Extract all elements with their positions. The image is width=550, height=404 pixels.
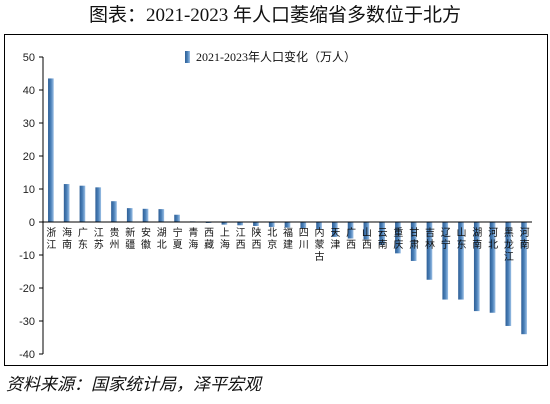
x-tick-label: 福建: [283, 226, 293, 251]
x-tick-label: 贵州: [109, 226, 119, 251]
x-tick-label: 天津: [330, 228, 340, 251]
bar: [379, 222, 385, 246]
y-tick-label: -40: [19, 349, 35, 361]
bar: [300, 222, 307, 229]
y-tick-label: 0: [29, 217, 35, 229]
bar: [395, 222, 401, 254]
y-tick-label: 30: [23, 118, 35, 130]
bar: [473, 222, 480, 312]
x-tick-label: 西藏: [204, 228, 214, 251]
x-tick-label: 重庆: [393, 226, 403, 251]
y-tick-label: 20: [23, 151, 35, 163]
x-tick-label: 内蒙古: [315, 226, 325, 263]
bar: [237, 222, 244, 226]
x-tick-label: 河南: [520, 227, 530, 251]
x-tick-label: 河北: [488, 227, 498, 251]
x-tick-label: 四川: [299, 228, 309, 251]
x-tick-label: 山东: [457, 227, 467, 251]
bar: [48, 78, 54, 222]
bar: [111, 201, 117, 222]
x-tick-label: 北京: [267, 227, 277, 251]
y-tick-label: 40: [23, 85, 35, 97]
bar: [316, 222, 322, 230]
bar: [253, 222, 259, 226]
bar: [426, 222, 433, 280]
chart-title: 图表：2021-2023 年人口萎缩省多数位于北方: [88, 5, 462, 26]
y-tick-label: -20: [19, 283, 35, 295]
bar: [489, 222, 496, 313]
bar: [410, 222, 417, 261]
bar: [79, 185, 86, 222]
x-tick-label: 新疆: [125, 226, 135, 251]
x-tick-label: 湖南: [472, 227, 482, 251]
bar: [142, 208, 149, 222]
bar: [126, 208, 133, 222]
x-tick-label: 黑龙江: [504, 227, 514, 263]
bar: [521, 222, 527, 335]
x-tick-label: 江西: [236, 227, 246, 251]
legend-swatch: [185, 51, 190, 63]
x-tick-label: 陕西: [251, 226, 261, 251]
source-note: 资料来源：国家统计局，泽平宏观: [6, 375, 261, 394]
bar: [442, 222, 449, 300]
y-tick-label: -30: [19, 316, 35, 328]
x-tick-label: 云南: [378, 228, 388, 251]
bar: [331, 222, 338, 237]
bar: [221, 222, 228, 225]
x-tick-label: 广西: [346, 227, 356, 251]
y-tick-label: 50: [23, 52, 35, 64]
x-tick-label: 甘肃: [409, 226, 419, 251]
x-tick-label: 上海: [220, 227, 230, 251]
x-tick-label: 江苏: [94, 227, 104, 251]
chart-frame: [4, 34, 548, 366]
x-tick-label: 湖北: [157, 227, 167, 251]
bar: [505, 222, 512, 326]
bar: [95, 187, 102, 222]
x-tick-label: 广东: [78, 227, 88, 251]
x-tick-label: 青海: [188, 226, 198, 251]
bar: [458, 222, 464, 300]
bar: [268, 222, 275, 227]
bar: [174, 214, 180, 222]
bar: [158, 209, 165, 222]
x-tick-label: 吉林: [425, 227, 435, 251]
x-tick-label: 安徽: [141, 226, 151, 251]
bar: [63, 184, 70, 222]
x-tick-label: 辽宁: [441, 227, 451, 251]
bar: [363, 222, 370, 240]
bar: [347, 222, 354, 239]
y-tick-label: -10: [19, 250, 35, 262]
x-tick-label: 宁夏: [173, 226, 183, 251]
bar: [284, 222, 291, 228]
y-tick-label: 10: [23, 184, 35, 196]
legend-label: 2021-2023年人口变化（万人）: [196, 49, 356, 64]
x-tick-label: 海南: [62, 226, 72, 251]
x-tick-label: 浙江: [46, 227, 56, 251]
x-tick-label: 山西: [362, 227, 372, 251]
